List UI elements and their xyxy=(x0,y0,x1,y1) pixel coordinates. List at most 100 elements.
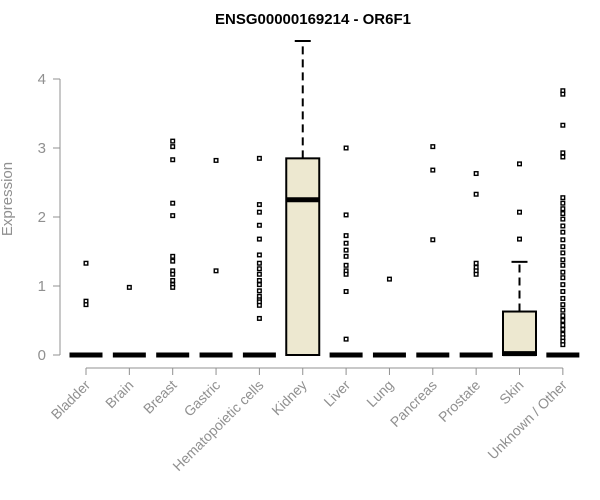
box-lung xyxy=(372,276,406,358)
outlier-point xyxy=(430,144,436,150)
x-tick-label-kidney: Kidney xyxy=(268,377,310,419)
outlier-point xyxy=(343,336,349,342)
outlier-point xyxy=(560,326,566,332)
outlier-point xyxy=(170,157,176,163)
outlier-point xyxy=(517,209,523,215)
outlier-point xyxy=(517,161,523,167)
outlier-point xyxy=(170,271,176,277)
outlier-point xyxy=(170,253,176,259)
x-tick-label-liver: Liver xyxy=(320,377,353,410)
outlier-point xyxy=(560,282,566,288)
y-tick-label: 3 xyxy=(38,140,46,157)
outlier-point xyxy=(343,289,349,295)
outlier-point xyxy=(560,154,566,160)
outlier-point xyxy=(560,289,566,295)
outlier-point xyxy=(256,282,262,288)
outlier-point xyxy=(560,223,566,229)
outlier-point xyxy=(256,266,262,272)
outlier-point xyxy=(213,268,219,274)
outlier-point xyxy=(560,257,566,263)
outlier-point xyxy=(560,195,566,201)
box-prostate xyxy=(459,171,493,358)
outlier-point xyxy=(386,276,392,282)
outlier-point xyxy=(343,271,349,277)
box-body xyxy=(285,157,321,356)
box-liver xyxy=(329,145,363,358)
box-hematopoietic-cells xyxy=(242,155,276,358)
box-gastric xyxy=(199,157,233,358)
x-tick-label-bladder: Bladder xyxy=(48,377,94,423)
outlier-point xyxy=(560,237,566,243)
outlier-point xyxy=(170,213,176,219)
y-tick-label: 4 xyxy=(38,71,46,88)
outlier-point xyxy=(560,318,566,324)
outlier-point xyxy=(560,342,566,348)
y-tick-label: 2 xyxy=(38,209,46,226)
outlier-point xyxy=(256,260,262,266)
outlier-point xyxy=(170,277,176,283)
outlier-point xyxy=(473,191,479,197)
outlier-point xyxy=(170,138,176,144)
outlier-point xyxy=(256,209,262,215)
outlier-point xyxy=(126,284,132,290)
outlier-point xyxy=(560,262,566,268)
outlier-point xyxy=(256,315,262,321)
outlier-point xyxy=(430,167,436,173)
outlier-point xyxy=(560,275,566,281)
x-tick-label-breast: Breast xyxy=(140,377,180,417)
outlier-point xyxy=(256,236,262,242)
outlier-point xyxy=(560,244,566,250)
outlier-point xyxy=(256,155,262,161)
box-breast xyxy=(156,138,190,358)
outlier-point xyxy=(213,157,219,163)
outlier-point xyxy=(343,253,349,259)
outlier-point xyxy=(256,222,262,228)
outlier-point xyxy=(83,260,89,266)
y-axis: 0 1 2 3 4 xyxy=(38,71,61,364)
outlier-point xyxy=(343,240,349,246)
box-bladder xyxy=(69,260,103,358)
y-tick-label: 0 xyxy=(38,347,46,364)
box-body xyxy=(502,310,537,356)
outlier-point xyxy=(256,252,262,258)
x-tick-label-unknown-other: Unknown / Other xyxy=(484,377,570,463)
outlier-point xyxy=(560,295,566,301)
outlier-point xyxy=(560,122,566,128)
chart-title: ENSG00000169214 - OR6F1 xyxy=(215,11,411,28)
outlier-point xyxy=(256,202,262,208)
outlier-point xyxy=(430,237,436,243)
outlier-point xyxy=(560,206,566,212)
outlier-point xyxy=(560,91,566,97)
outlier-point xyxy=(560,216,566,222)
outlier-point xyxy=(343,233,349,239)
outlier-point xyxy=(343,247,349,253)
box-brain xyxy=(112,284,146,358)
outlier-point xyxy=(170,284,176,290)
outlier-point xyxy=(170,144,176,150)
box-skin xyxy=(502,161,537,357)
outlier-point xyxy=(560,250,566,256)
y-tick-label: 1 xyxy=(38,278,46,295)
outlier-point xyxy=(343,262,349,268)
outlier-point xyxy=(560,150,566,156)
outlier-point xyxy=(560,322,566,328)
outlier-point xyxy=(517,236,523,242)
x-tick-label-pancreas: Pancreas xyxy=(387,377,440,430)
outlier-point xyxy=(560,200,566,206)
outlier-point xyxy=(343,145,349,151)
x-tick-label-gastric: Gastric xyxy=(181,377,224,420)
outlier-point xyxy=(343,212,349,218)
outlier-point xyxy=(473,271,479,277)
box-series xyxy=(69,40,580,358)
y-axis-label: Expression xyxy=(0,162,16,236)
box-unknown-other xyxy=(546,88,580,358)
outlier-point xyxy=(560,211,566,217)
outlier-point xyxy=(560,313,566,319)
x-tick-label-skin: Skin xyxy=(496,377,527,408)
box-kidney xyxy=(285,40,321,356)
outlier-point xyxy=(170,200,176,206)
outlier-point xyxy=(256,288,262,294)
